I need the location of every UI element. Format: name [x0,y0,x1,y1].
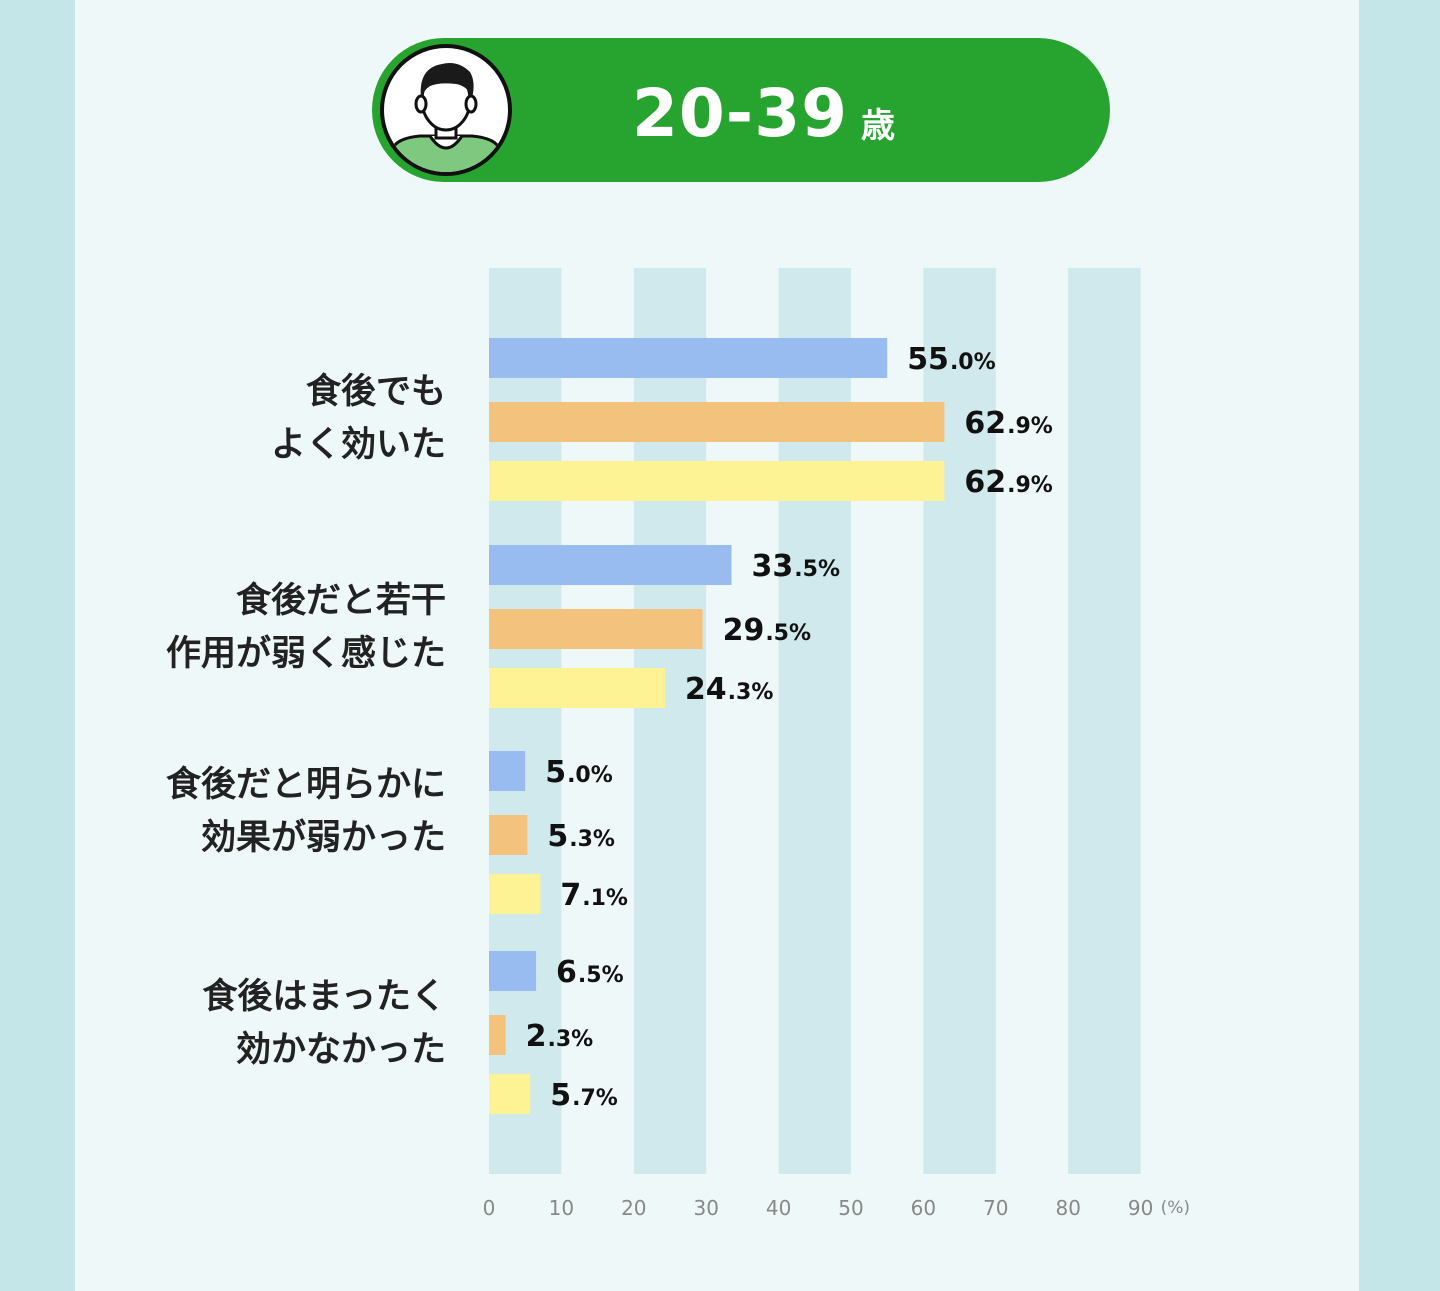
bar-value-label: 6.5% [556,955,624,990]
bar-series-1 [489,545,732,585]
grid-band [1068,268,1140,1174]
bar-series-2 [489,609,703,649]
category-label: 食後だと明らかに [166,764,446,805]
x-tick-label: 40 [766,1196,791,1220]
x-tick-label: 10 [549,1196,574,1220]
bar-series-2 [489,402,944,442]
bar-series-1 [489,751,525,791]
age-range-text: 20-39 [632,75,848,152]
bar-value-label: 5.3% [547,819,615,854]
man-avatar-icon [382,46,510,176]
bar-value-label: 62.9% [964,406,1052,441]
x-tick-label: 90 [1128,1196,1153,1220]
bar-value-label: 7.1% [560,878,628,913]
x-tick-label: 20 [621,1196,646,1220]
category-label: 食後だと若干 [236,580,446,621]
bar-series-3 [489,874,540,914]
category-label: 効かなかった [236,1030,446,1070]
bar-series-3 [489,461,944,501]
bar-series-2 [489,1015,506,1055]
bar-series-1 [489,951,536,991]
bar-value-label: 24.3% [685,672,773,707]
x-tick-label: 80 [1055,1196,1080,1220]
age-suffix-text: 歳 [861,106,895,146]
bar-value-label: 5.7% [550,1078,618,1113]
x-tick-label: 50 [838,1196,863,1220]
x-axis-unit: (%) [1161,1198,1190,1218]
category-label: 食後でも [306,371,446,412]
x-axis-ticks: 0 10 20 30 40 50 60 70 80 90 (%) [483,1196,1190,1220]
bar-value-label: 62.9% [964,465,1052,500]
bar-value-label: 5.0% [545,755,613,790]
bar-series-1 [489,338,887,378]
x-tick-label: 30 [693,1196,718,1220]
bar-series-3 [489,1074,530,1114]
bar-series-3 [489,668,665,708]
x-tick-label: 70 [983,1196,1008,1220]
category-label: よく効いた [271,425,446,465]
age-header: 20-39 歳 [372,38,1110,182]
category-label: 食後はまったく [202,976,446,1017]
bar-series-2 [489,815,527,855]
category-label: 効果が弱かった [201,818,446,858]
x-tick-label: 60 [911,1196,936,1220]
category-label: 作用が弱く感じた [166,634,446,674]
category-labels: 食後でもよく効いた食後だと若干作用が弱く感じた食後だと明らかに効果が弱かった食後… [166,371,446,1070]
x-tick-label: 0 [483,1196,496,1220]
